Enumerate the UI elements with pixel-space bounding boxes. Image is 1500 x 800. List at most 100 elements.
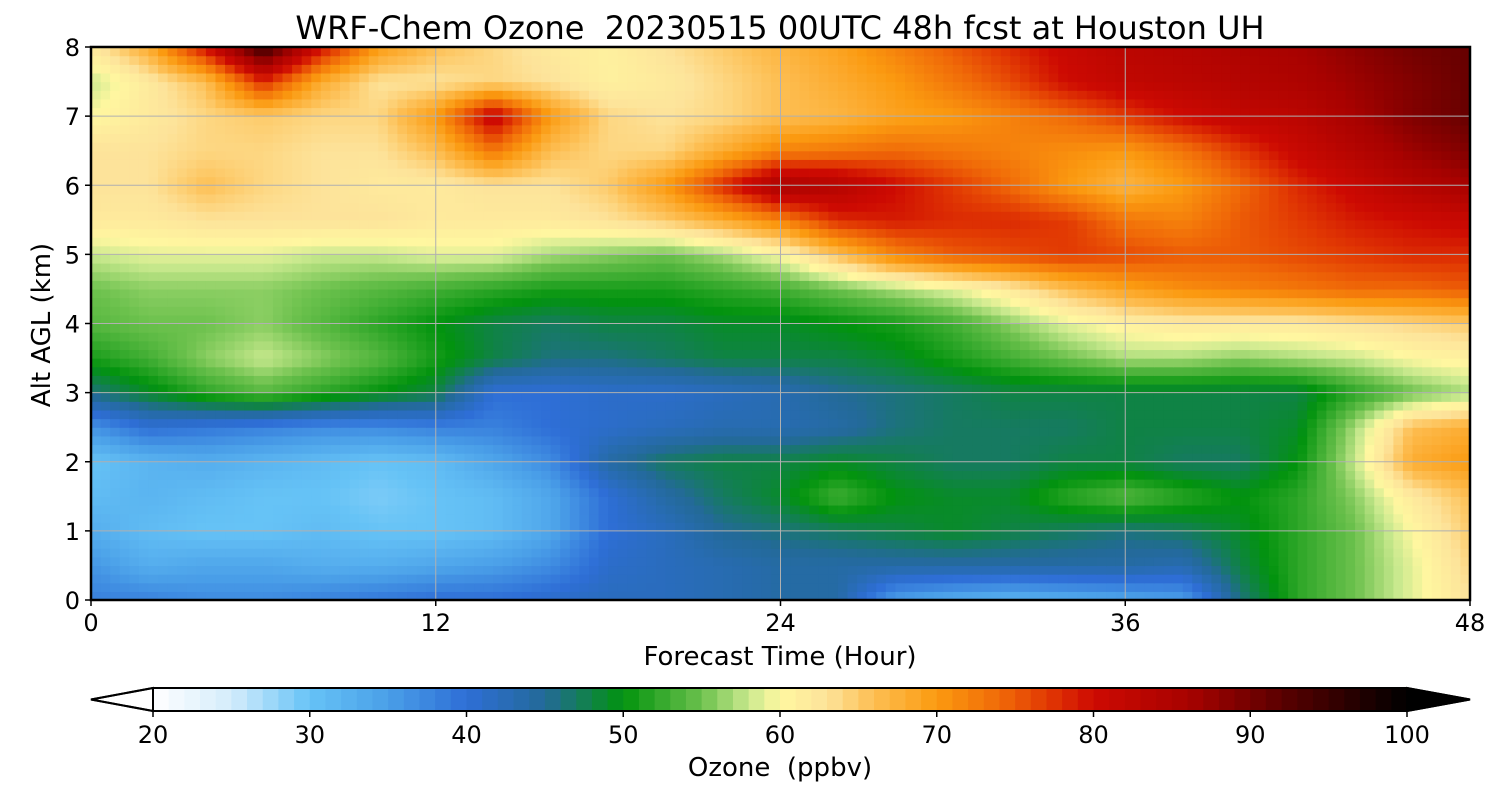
heatmap-cell — [148, 349, 159, 359]
heatmap-cell — [560, 548, 571, 558]
heatmap-cell — [818, 539, 829, 549]
heatmap-cell — [349, 530, 360, 541]
heatmap-cell — [876, 349, 887, 359]
heatmap-cell — [1383, 487, 1394, 497]
heatmap-cell — [378, 479, 389, 489]
heatmap-cell — [933, 366, 944, 376]
heatmap-cell — [1393, 332, 1404, 342]
heatmap-cell — [598, 444, 609, 454]
heatmap-cell — [119, 418, 130, 428]
heatmap-cell — [1067, 591, 1078, 600]
heatmap-cell — [1039, 556, 1050, 567]
heatmap-cell — [1249, 306, 1260, 316]
heatmap-cell — [866, 548, 877, 558]
heatmap-cell — [1240, 539, 1251, 549]
heatmap-cell — [378, 323, 389, 333]
heatmap-cell — [1096, 496, 1107, 506]
heatmap-cell — [454, 358, 466, 368]
heatmap-cell — [1355, 323, 1366, 333]
heatmap-cell — [320, 392, 332, 402]
heatmap-cell — [177, 453, 188, 463]
heatmap-cell — [895, 565, 906, 575]
heatmap-cell — [91, 461, 102, 471]
heatmap-cell — [895, 306, 906, 316]
heatmap-cell — [837, 548, 849, 558]
heatmap-cell — [1422, 314, 1433, 325]
heatmap-cell — [885, 504, 897, 515]
heatmap-cell — [1422, 349, 1433, 359]
heatmap-cell — [1153, 444, 1165, 454]
heatmap-cell — [818, 522, 829, 532]
heatmap-cell — [1278, 306, 1289, 316]
heatmap-cell — [244, 556, 255, 567]
heatmap-cell — [1048, 409, 1059, 420]
heatmap-cell — [1450, 487, 1462, 497]
heatmap-cell — [1393, 582, 1404, 592]
heatmap-cell — [569, 427, 580, 437]
heatmap-cell — [799, 479, 810, 489]
heatmap-cell — [550, 401, 561, 411]
heatmap-cell — [732, 314, 743, 325]
heatmap-cell — [608, 306, 619, 316]
heatmap-cell — [1422, 539, 1433, 549]
heatmap-cell — [694, 582, 705, 592]
heatmap-cell — [167, 418, 178, 428]
heatmap-cell — [866, 383, 877, 394]
heatmap-cell — [761, 513, 772, 523]
heatmap-cell — [100, 409, 111, 420]
heatmap-cell — [272, 548, 284, 558]
heatmap-cell — [1307, 409, 1318, 420]
heatmap-cell — [1000, 366, 1011, 376]
heatmap-cell — [1067, 427, 1078, 437]
heatmap-cell — [1393, 375, 1404, 385]
heatmap-cell — [464, 591, 475, 600]
heatmap-cell — [818, 479, 829, 489]
heatmap-cell — [244, 366, 255, 376]
heatmap-cell — [215, 496, 226, 506]
heatmap-cell — [320, 574, 332, 584]
heatmap-cell — [435, 461, 446, 471]
heatmap-cell — [1039, 358, 1050, 368]
heatmap-cell — [1345, 444, 1356, 454]
heatmap-cell — [857, 582, 868, 592]
heatmap-cell — [1077, 513, 1088, 523]
heatmap-cell — [1460, 591, 1470, 600]
heatmap-cell — [1182, 496, 1193, 506]
heatmap-cell — [1259, 453, 1270, 463]
heatmap-cell — [914, 479, 925, 489]
heatmap-cell — [177, 513, 188, 523]
heatmap-cell — [521, 427, 533, 437]
heatmap-cell — [167, 375, 178, 385]
heatmap-cell — [1460, 332, 1470, 342]
heatmap-cell — [1230, 375, 1241, 385]
heatmap-cell — [378, 591, 389, 600]
heatmap-cell — [694, 383, 705, 394]
heatmap-cell — [138, 366, 150, 376]
heatmap-cell — [1163, 340, 1174, 351]
heatmap-cell — [282, 565, 293, 575]
heatmap-cell — [761, 392, 772, 402]
heatmap-cell — [914, 522, 925, 532]
heatmap-cell — [397, 548, 408, 558]
heatmap-cell — [684, 435, 695, 446]
heatmap-cell — [454, 418, 466, 428]
heatmap-cell — [483, 418, 494, 428]
heatmap-cell — [148, 306, 159, 316]
heatmap-cell — [952, 306, 964, 316]
heatmap-cell — [1326, 479, 1337, 489]
heatmap-cell — [1182, 427, 1193, 437]
heatmap-cell — [167, 539, 178, 549]
heatmap-cell — [1182, 418, 1193, 428]
heatmap-cell — [684, 444, 695, 454]
heatmap-cell — [177, 435, 188, 446]
heatmap-cell — [665, 496, 676, 506]
heatmap-cell — [445, 574, 456, 584]
heatmap-cell — [91, 479, 102, 489]
heatmap-cell — [675, 435, 686, 446]
heatmap-cell — [1010, 409, 1021, 420]
heatmap-cell — [272, 530, 284, 541]
heatmap-cell — [493, 582, 504, 592]
heatmap-cell — [397, 366, 408, 376]
heatmap-cell — [1010, 513, 1021, 523]
heatmap-cell — [1249, 453, 1260, 463]
